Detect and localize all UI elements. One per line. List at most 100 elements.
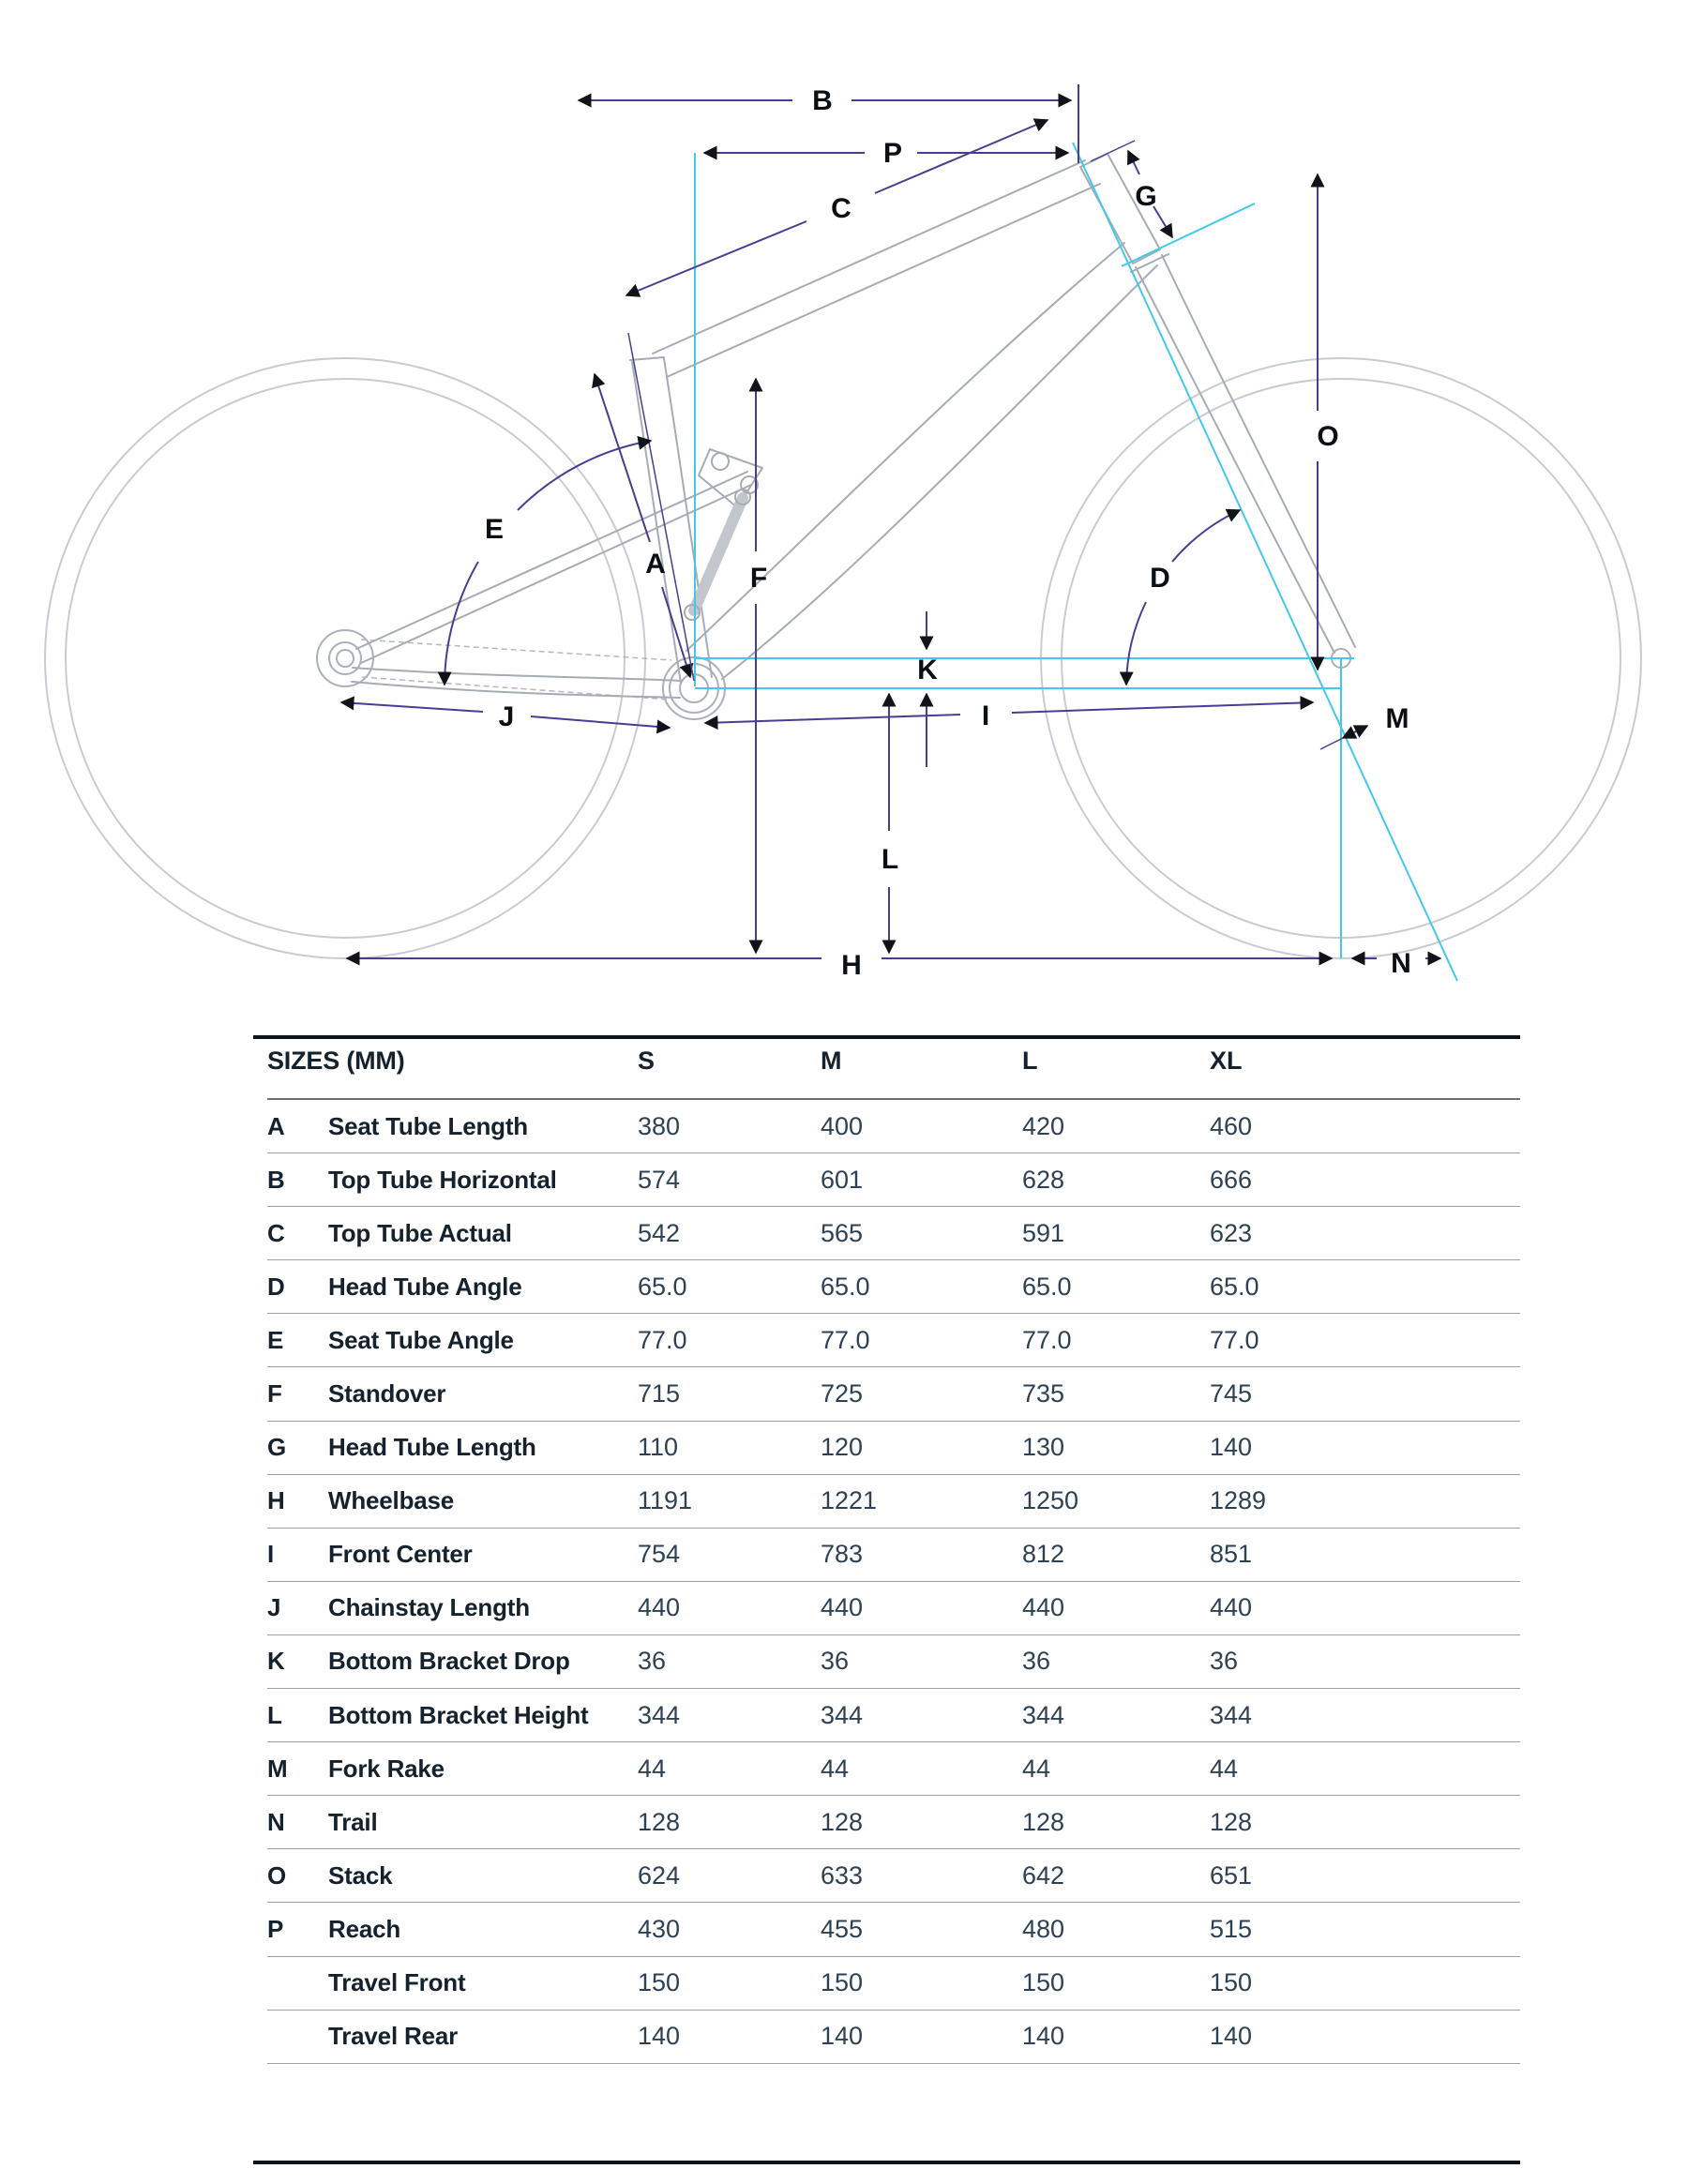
table-row: L Bottom Bracket Height 344 344 344 344 [267, 1689, 1520, 1743]
dim-label-m: M [1386, 703, 1409, 734]
table-row: F Standover 715 725 735 745 [267, 1367, 1520, 1422]
dim-label-d: D [1150, 563, 1170, 594]
table-row: D Head Tube Angle 65.0 65.0 65.0 65.0 [267, 1260, 1520, 1315]
size-value-m: 1221 [821, 1486, 878, 1515]
size-value-xl: 77.0 [1210, 1325, 1259, 1354]
row-name: Seat Tube Angle [328, 1325, 514, 1354]
size-value-m: 120 [821, 1433, 864, 1462]
size-value-l: 480 [1022, 1914, 1065, 1943]
size-value-xl: 140 [1210, 1433, 1253, 1462]
table-row: G Head Tube Length 110 120 130 140 [267, 1422, 1520, 1475]
size-value-l: 44 [1022, 1754, 1051, 1783]
size-value-xl: 65.0 [1210, 1272, 1259, 1301]
size-value-xl: 150 [1210, 1968, 1253, 1997]
table-row: M Fork Rake 44 44 44 44 [267, 1742, 1520, 1797]
row-letter: A [267, 1111, 285, 1140]
bike-geometry-diagram: B P C G O E A F D K J I M L H N [44, 84, 1642, 982]
size-value-l: 65.0 [1022, 1272, 1072, 1301]
row-name: Trail [328, 1807, 378, 1836]
size-value-m: 77.0 [821, 1325, 870, 1354]
size-value-xl: 623 [1210, 1218, 1253, 1247]
row-letter: J [267, 1593, 281, 1622]
table-row: B Top Tube Horizontal 574 601 628 666 [267, 1153, 1520, 1208]
size-value-xl: 745 [1210, 1379, 1253, 1408]
size-value-s: 624 [638, 1860, 681, 1890]
size-value-l: 812 [1022, 1540, 1065, 1569]
row-name: Standover [328, 1379, 446, 1408]
size-value-l: 344 [1022, 1700, 1065, 1729]
row-name: Stack [328, 1860, 393, 1890]
size-value-m: 565 [821, 1218, 864, 1247]
size-value-s: 150 [638, 1968, 681, 1997]
size-value-s: 430 [638, 1914, 681, 1943]
size-value-l: 628 [1022, 1165, 1065, 1194]
size-value-m: 400 [821, 1111, 864, 1140]
construction-lines [694, 142, 1458, 982]
size-value-xl: 851 [1210, 1540, 1253, 1569]
row-letter: K [267, 1647, 285, 1676]
dim-label-i: I [982, 700, 989, 731]
table-header-row: SIZES (MM) S M L XL [267, 1039, 1520, 1100]
row-letter: L [267, 1700, 282, 1729]
table-row: O Stack 624 633 642 651 [267, 1849, 1520, 1904]
col-header-xl: XL [1210, 1047, 1243, 1075]
size-value-l: 128 [1022, 1807, 1065, 1836]
dim-label-b: B [812, 85, 833, 116]
dim-label-n: N [1391, 948, 1411, 979]
size-value-l: 140 [1022, 2022, 1065, 2051]
size-value-m: 455 [821, 1914, 864, 1943]
row-name: Travel Front [328, 1968, 466, 1997]
size-value-xl: 515 [1210, 1914, 1253, 1943]
size-value-m: 633 [821, 1860, 864, 1890]
size-value-s: 44 [638, 1754, 667, 1783]
dim-label-c: C [831, 193, 852, 224]
row-letter: F [267, 1379, 282, 1408]
size-value-s: 1191 [638, 1486, 693, 1515]
dim-label-g: G [1135, 181, 1156, 212]
size-value-m: 128 [821, 1807, 864, 1836]
row-name: Wheelbase [328, 1486, 455, 1515]
size-value-s: 128 [638, 1807, 681, 1836]
size-value-xl: 344 [1210, 1700, 1253, 1729]
row-name: Head Tube Angle [328, 1272, 522, 1301]
row-name: Bottom Bracket Drop [328, 1647, 570, 1676]
col-header-m: M [821, 1047, 842, 1075]
size-value-m: 36 [821, 1647, 850, 1676]
table-row: K Bottom Bracket Drop 36 36 36 36 [267, 1635, 1520, 1690]
row-name: Seat Tube Length [328, 1111, 528, 1140]
size-value-s: 754 [638, 1540, 681, 1569]
size-value-s: 715 [638, 1379, 681, 1408]
dim-label-l: L [882, 844, 898, 875]
size-value-s: 140 [638, 2022, 681, 2051]
dim-label-j: J [499, 701, 515, 732]
row-name: Fork Rake [328, 1754, 445, 1783]
size-value-xl: 36 [1210, 1647, 1239, 1676]
dim-label-f: F [750, 563, 767, 594]
size-value-l: 420 [1022, 1111, 1065, 1140]
size-value-l: 591 [1022, 1218, 1065, 1247]
size-value-s: 440 [638, 1593, 681, 1622]
size-value-l: 642 [1022, 1860, 1065, 1890]
size-value-l: 1250 [1022, 1486, 1079, 1515]
row-letter: H [267, 1486, 285, 1515]
dim-label-p: P [883, 138, 902, 169]
table-row: I Front Center 754 783 812 851 [267, 1529, 1520, 1582]
row-name: Travel Rear [328, 2022, 459, 2051]
row-letter: D [267, 1272, 285, 1301]
dim-label-e: E [485, 514, 504, 545]
geometry-table: SIZES (MM) S M L XL A Seat Tube Length 3… [253, 1035, 1520, 2064]
dim-label-a: A [645, 549, 666, 580]
size-value-s: 110 [638, 1433, 679, 1462]
size-value-l: 440 [1022, 1593, 1065, 1622]
size-value-m: 440 [821, 1593, 864, 1622]
size-value-s: 380 [638, 1111, 681, 1140]
size-value-s: 344 [638, 1700, 681, 1729]
row-letter: C [267, 1218, 285, 1247]
row-name: Reach [328, 1914, 401, 1943]
row-name: Chainstay Length [328, 1593, 530, 1622]
size-value-l: 77.0 [1022, 1325, 1072, 1354]
size-value-xl: 128 [1210, 1807, 1253, 1836]
bike-frame-drawing [351, 153, 1356, 699]
col-header-s: S [638, 1047, 656, 1075]
